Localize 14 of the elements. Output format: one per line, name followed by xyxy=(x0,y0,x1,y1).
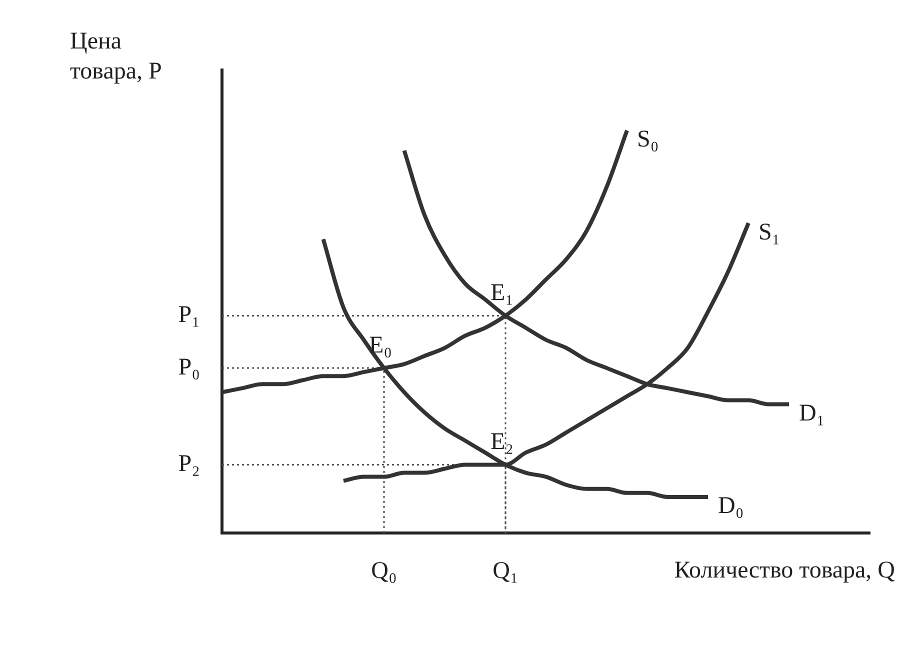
x-axis-title: Количество товара, Q xyxy=(674,557,895,584)
annotation: E₁ xyxy=(490,280,514,306)
series-label: D₁ xyxy=(799,400,825,427)
text: P₁ xyxy=(178,302,200,328)
annotation: E₂ xyxy=(490,429,514,456)
annotation: E₀ xyxy=(368,332,392,358)
y-axis-title: Цена товара, P xyxy=(70,28,162,84)
text: P₀ xyxy=(178,354,200,380)
text: P₂ xyxy=(178,451,200,478)
series-label: D₀ xyxy=(718,493,744,520)
series-label: S₁ xyxy=(758,219,780,246)
x-tick-label: Q₀ xyxy=(371,558,397,584)
series-label: S₀ xyxy=(637,126,659,153)
x-tick-label: Q₁ xyxy=(492,558,518,584)
